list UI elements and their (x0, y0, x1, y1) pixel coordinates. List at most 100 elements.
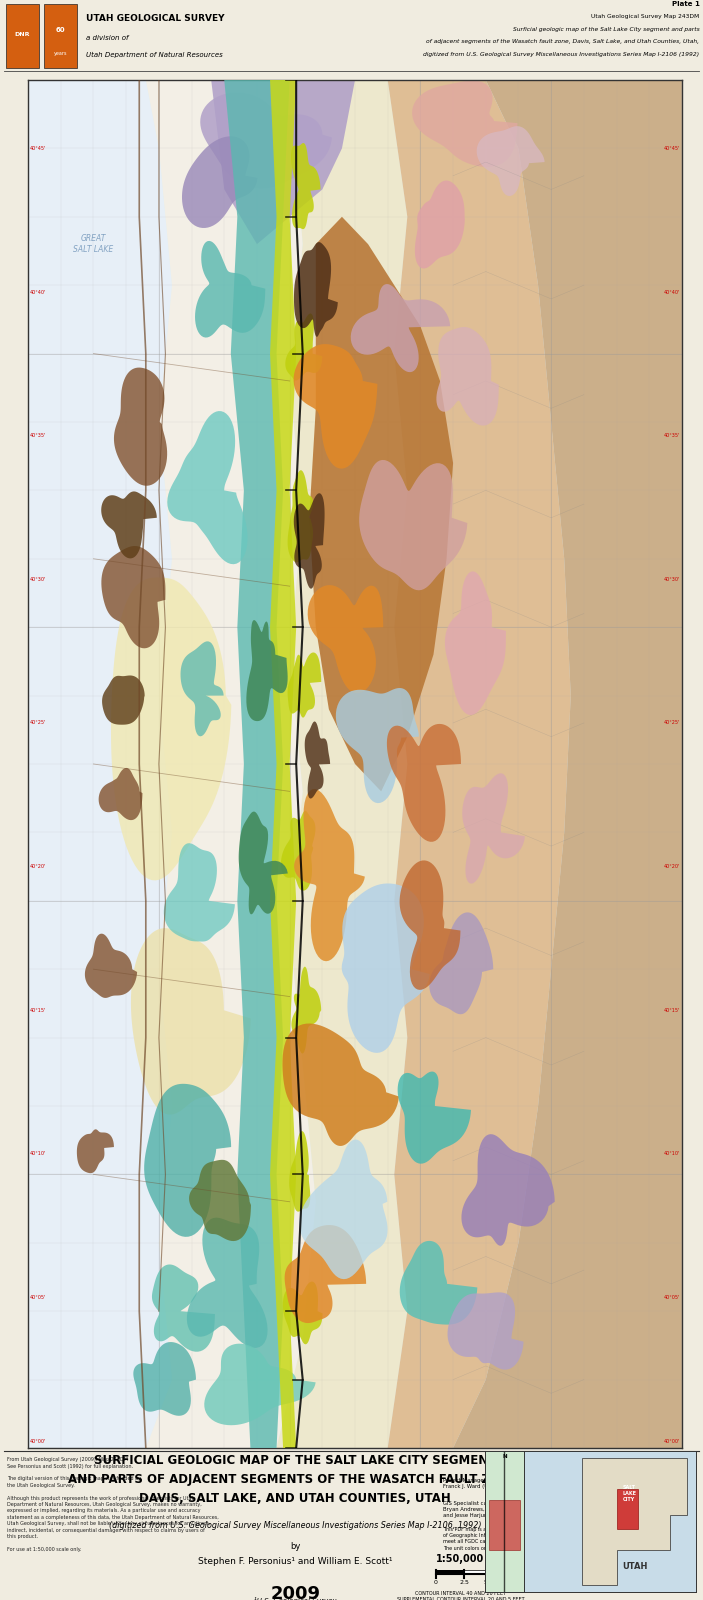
Polygon shape (85, 934, 137, 998)
Polygon shape (304, 722, 330, 798)
Text: (digitized from U.S. Geological Survey Miscellaneous Investigations Series Map I: (digitized from U.S. Geological Survey M… (109, 1522, 482, 1530)
Text: of adjacent segments of the Wasatch fault zone, Davis, Salt Lake, and Utah Count: of adjacent segments of the Wasatch faul… (427, 38, 699, 43)
Bar (44, 3, 77, 69)
Polygon shape (152, 1264, 215, 1352)
Polygon shape (342, 883, 430, 1053)
Polygon shape (200, 93, 332, 189)
Text: 40°00': 40°00' (30, 1438, 46, 1443)
Polygon shape (182, 136, 257, 227)
Text: N: N (502, 1454, 507, 1459)
Polygon shape (388, 80, 571, 1448)
Polygon shape (288, 653, 321, 717)
Polygon shape (291, 142, 321, 229)
Polygon shape (582, 1458, 688, 1586)
Polygon shape (445, 571, 506, 715)
Polygon shape (246, 621, 288, 722)
Text: UTAH: UTAH (621, 1562, 647, 1571)
Text: Utah Department of Natural Resources: Utah Department of Natural Resources (86, 51, 223, 58)
Polygon shape (308, 586, 383, 693)
Polygon shape (294, 242, 338, 338)
Polygon shape (205, 1344, 316, 1426)
Text: 40°20': 40°20' (664, 864, 681, 869)
Polygon shape (461, 1134, 555, 1246)
Polygon shape (131, 928, 251, 1115)
Bar (617, 1490, 638, 1528)
Text: Utah Geological Survey Map 243DM: Utah Geological Survey Map 243DM (591, 14, 699, 19)
Text: GIS Specialist cartography
Bryan Andrews, David H. Womack
and Jesse Harjung (UGS: GIS Specialist cartography Bryan Andrews… (443, 1501, 533, 1518)
Text: 40°30': 40°30' (664, 578, 681, 582)
Text: 2009: 2009 (270, 1584, 321, 1600)
Bar (436, 1570, 464, 1574)
Polygon shape (164, 843, 235, 941)
Polygon shape (239, 811, 288, 914)
Polygon shape (276, 80, 407, 1448)
Text: 40°00': 40°00' (664, 1438, 681, 1443)
Text: 60: 60 (56, 27, 65, 34)
Text: UTAH GEOLOGICAL SURVEY: UTAH GEOLOGICAL SURVEY (86, 14, 224, 24)
Text: Surficial geologic map of the Salt Lake City segment and parts: Surficial geologic map of the Salt Lake … (512, 27, 699, 32)
Text: 40°30': 40°30' (30, 578, 46, 582)
Polygon shape (111, 578, 231, 880)
Bar (489, 1501, 520, 1550)
Text: 2.5: 2.5 (459, 1581, 469, 1586)
Polygon shape (359, 459, 467, 590)
Text: DNR: DNR (15, 32, 30, 37)
Text: digitized from U.S. Geological Survey Miscellaneous Investigations Series Map I-: digitized from U.S. Geological Survey Mi… (423, 51, 699, 58)
Text: 40°35': 40°35' (30, 434, 46, 438)
Polygon shape (387, 723, 461, 842)
Polygon shape (400, 1242, 477, 1325)
Text: 40°15': 40°15' (664, 1008, 681, 1013)
Polygon shape (477, 126, 545, 197)
Polygon shape (224, 80, 290, 1448)
Text: a division of: a division of (86, 35, 128, 40)
Polygon shape (189, 1160, 251, 1242)
Text: SALT
LAKE
CITY: SALT LAKE CITY (622, 1485, 636, 1502)
Polygon shape (288, 470, 313, 562)
Text: CONTOUR INTERVAL 40 AND 20 FEET
SUPPLEMENTAL CONTOUR INTERVAL 20 AND 5 FEET: CONTOUR INTERVAL 40 AND 20 FEET SUPPLEME… (396, 1590, 524, 1600)
Text: ¹U.S. Geological Survey: ¹U.S. Geological Survey (254, 1597, 337, 1600)
Text: GREAT
SALT LAKE: GREAT SALT LAKE (73, 235, 114, 254)
Polygon shape (415, 181, 465, 269)
Polygon shape (453, 80, 682, 1448)
Polygon shape (299, 1139, 387, 1278)
Polygon shape (281, 811, 316, 891)
Polygon shape (285, 314, 322, 381)
Text: by: by (290, 1542, 300, 1552)
Polygon shape (283, 1024, 399, 1146)
Text: 40°45': 40°45' (30, 146, 46, 150)
Text: 1:50,000: 1:50,000 (437, 1555, 484, 1565)
Polygon shape (195, 242, 265, 338)
Polygon shape (134, 1342, 196, 1416)
Polygon shape (448, 1293, 524, 1370)
Polygon shape (283, 1282, 323, 1344)
Polygon shape (101, 546, 165, 648)
Polygon shape (294, 789, 365, 962)
Polygon shape (144, 1083, 231, 1237)
Text: SURFICIAL GEOLOGIC MAP OF THE SALT LAKE CITY SEGMENT
AND PARTS OF ADJACENT SEGME: SURFICIAL GEOLOGIC MAP OF THE SALT LAKE … (68, 1454, 522, 1506)
Text: 40°25': 40°25' (664, 720, 681, 725)
Polygon shape (28, 80, 172, 1448)
Text: From Utah Geological Survey (2009), Map 243DM
See Personius and Scott (1992) for: From Utah Geological Survey (2009), Map … (7, 1458, 219, 1552)
Polygon shape (294, 344, 378, 469)
Polygon shape (102, 675, 145, 725)
Text: 40°15': 40°15' (30, 1008, 46, 1013)
Polygon shape (292, 966, 321, 1053)
Polygon shape (336, 688, 419, 803)
Text: 40°35': 40°35' (664, 434, 681, 438)
Text: 40°40': 40°40' (664, 290, 681, 294)
Bar (464, 1570, 492, 1574)
Polygon shape (399, 861, 460, 990)
Text: 40°20': 40°20' (30, 864, 46, 869)
Text: 40°10': 40°10' (30, 1152, 46, 1157)
Text: Plate 1: Plate 1 (671, 2, 699, 8)
Polygon shape (437, 326, 499, 426)
Text: This PDF map is a plot created to visually represent the content
of Geographic I: This PDF map is a plot created to visual… (443, 1526, 617, 1550)
Polygon shape (181, 642, 224, 736)
Polygon shape (398, 1072, 471, 1163)
Polygon shape (146, 80, 316, 1448)
Polygon shape (294, 493, 325, 589)
Text: 40°40': 40°40' (30, 290, 46, 294)
Text: 40°05': 40°05' (664, 1294, 681, 1301)
Text: Stephen F. Personius¹ and William E. Scott¹: Stephen F. Personius¹ and William E. Sco… (198, 1557, 392, 1566)
Polygon shape (187, 1218, 268, 1347)
